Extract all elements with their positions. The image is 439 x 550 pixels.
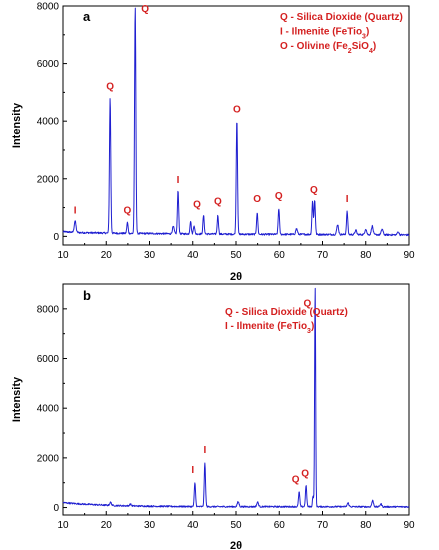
peak-label: I: [191, 465, 194, 476]
y-tick-label: 4000: [37, 117, 60, 128]
y-tick-label: 6000: [37, 354, 60, 365]
chart-panel-a: 10 20 30 40 50 60 70 80 90 0 2000 4000 6000 8000 2θ Int…: [11, 2, 415, 284]
x-tick-label: 20: [101, 520, 113, 531]
x-tick-label: 80: [360, 250, 372, 261]
x-tick-label: 90: [403, 250, 415, 261]
y-tick-label: 2000: [37, 453, 60, 464]
x-tick-label: 60: [274, 250, 286, 261]
y-tick-label: 2000: [37, 174, 60, 185]
x-tick-label: 30: [144, 520, 156, 531]
plot-frame: [62, 283, 410, 516]
peak-label: Q: [124, 205, 132, 216]
legend-entry: O - Olivine (Fe2SiO4): [280, 41, 376, 55]
xrd-series-line: [62, 287, 410, 509]
x-tick-label: 50: [230, 520, 242, 531]
x-tick-label: 20: [101, 250, 113, 261]
peak-label: I: [203, 445, 206, 456]
y-axis-label: Intensity: [11, 376, 23, 422]
legend-entry: Q - Silica Dioxide (Quartz): [225, 307, 348, 318]
legend: Q - Silica Dioxide (Quartz) I - Ilmenite …: [280, 12, 403, 55]
legend: Q - Silica Dioxide (Quartz) I - Ilmenite …: [225, 307, 348, 335]
y-tick-label: 8000: [37, 304, 60, 315]
x-tick-label: 40: [187, 250, 199, 261]
x-tick-label: 70: [317, 520, 329, 531]
peak-label: Q: [141, 4, 149, 15]
y-tick-label: 8000: [37, 2, 60, 13]
peak-label: I: [177, 175, 180, 186]
peak-label: I: [346, 194, 349, 205]
peak-label: Q: [106, 82, 114, 93]
y-axis-label: Intensity: [11, 102, 23, 148]
y-tick-label: 0: [53, 232, 59, 243]
x-axis-label: 2θ: [230, 540, 242, 550]
y-tick-label: 6000: [37, 59, 60, 70]
x-tick-label: 40: [187, 520, 199, 531]
x-axis-label: 2θ: [230, 271, 242, 283]
legend-entry: I - Ilmenite (FeTio3): [280, 27, 369, 41]
x-tick-label: 50: [230, 250, 242, 261]
y-tick-label: 0: [53, 503, 59, 514]
y-tick-label: 4000: [37, 404, 60, 415]
legend-entry: I - Ilmenite (FeTio3): [225, 321, 314, 335]
xrd-series-line: [62, 7, 410, 237]
peak-label: Q: [310, 185, 318, 196]
legend-entry: Q - Silica Dioxide (Quartz): [280, 12, 403, 23]
panel-letter: a: [83, 9, 91, 24]
x-tick-label: 30: [144, 250, 156, 261]
x-tick-label: 80: [360, 520, 372, 531]
peak-label: I: [74, 205, 77, 216]
peak-label: O: [253, 194, 261, 205]
x-tick-label: 60: [274, 520, 286, 531]
peak-label: Q: [301, 469, 309, 480]
chart-panel-b: 10 20 30 40 50 60 70 80 90 0 2000 4000 6000 8000 2θ Int…: [11, 283, 415, 550]
x-tick-label: 90: [403, 520, 415, 531]
x-tick-label: 10: [57, 250, 69, 261]
peak-label: O: [233, 105, 241, 116]
peak-label: Q: [214, 197, 222, 208]
peak-label: Q: [292, 475, 300, 486]
x-tick-label: 70: [317, 250, 329, 261]
peak-label: Q: [303, 298, 311, 309]
peak-label: Q: [275, 191, 283, 202]
x-tick-label: 10: [57, 520, 69, 531]
peak-label: Q: [193, 200, 201, 211]
panel-letter: b: [83, 288, 91, 303]
